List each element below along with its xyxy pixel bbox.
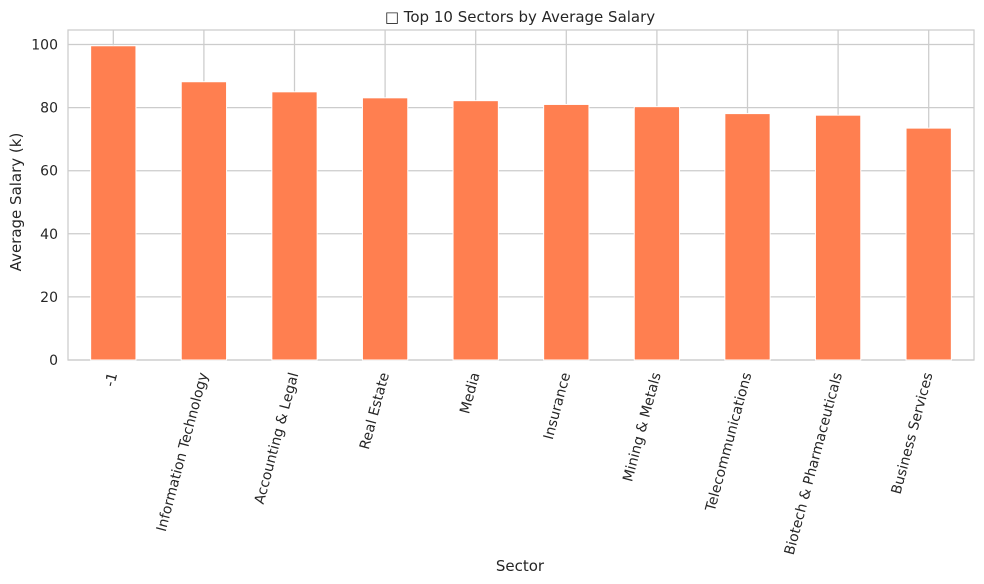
- y-axis-title: Average Salary (k): [7, 133, 25, 272]
- x-tick-label: -1: [102, 371, 121, 389]
- bar: [543, 103, 590, 361]
- y-tick-label: 80: [40, 101, 58, 117]
- x-tick-label: Media: [457, 371, 483, 416]
- y-tick-label: 60: [40, 164, 58, 180]
- x-tick-label: Telecommunications: [703, 371, 756, 514]
- bar: [905, 127, 952, 361]
- y-tick-label: 100: [31, 38, 58, 54]
- x-tick-label: Information Technology: [154, 371, 212, 533]
- bar: [271, 91, 318, 361]
- x-tick-label: Real Estate: [357, 371, 393, 451]
- bar: [90, 45, 137, 361]
- y-tick-label: 0: [49, 353, 58, 369]
- plot-frame: [67, 29, 975, 361]
- bar: [633, 106, 681, 361]
- bar: [814, 114, 862, 361]
- y-tick-label: 40: [40, 227, 58, 243]
- bar: [361, 97, 409, 361]
- y-tick-labels: 0 20 40 60 80 100: [31, 38, 58, 369]
- bar: [724, 113, 771, 361]
- x-tick-label: Biotech & Pharmaceuticals: [782, 371, 846, 557]
- x-tick-label: Insurance: [541, 371, 574, 441]
- bar: [452, 100, 499, 361]
- x-tick-label: Accounting & Legal: [252, 371, 303, 506]
- chart-title: □ Top 10 Sectors by Average Salary: [385, 8, 655, 26]
- y-tick-label: 20: [40, 290, 58, 306]
- x-axis-title: Sector: [496, 557, 545, 575]
- bars: [90, 45, 952, 361]
- x-tick-label: Mining & Metals: [620, 371, 665, 484]
- x-tick-labels: -1 Information Technology Accounting & Leg…: [102, 371, 936, 557]
- bar: [180, 81, 228, 361]
- x-tick-label: Business Services: [889, 371, 937, 496]
